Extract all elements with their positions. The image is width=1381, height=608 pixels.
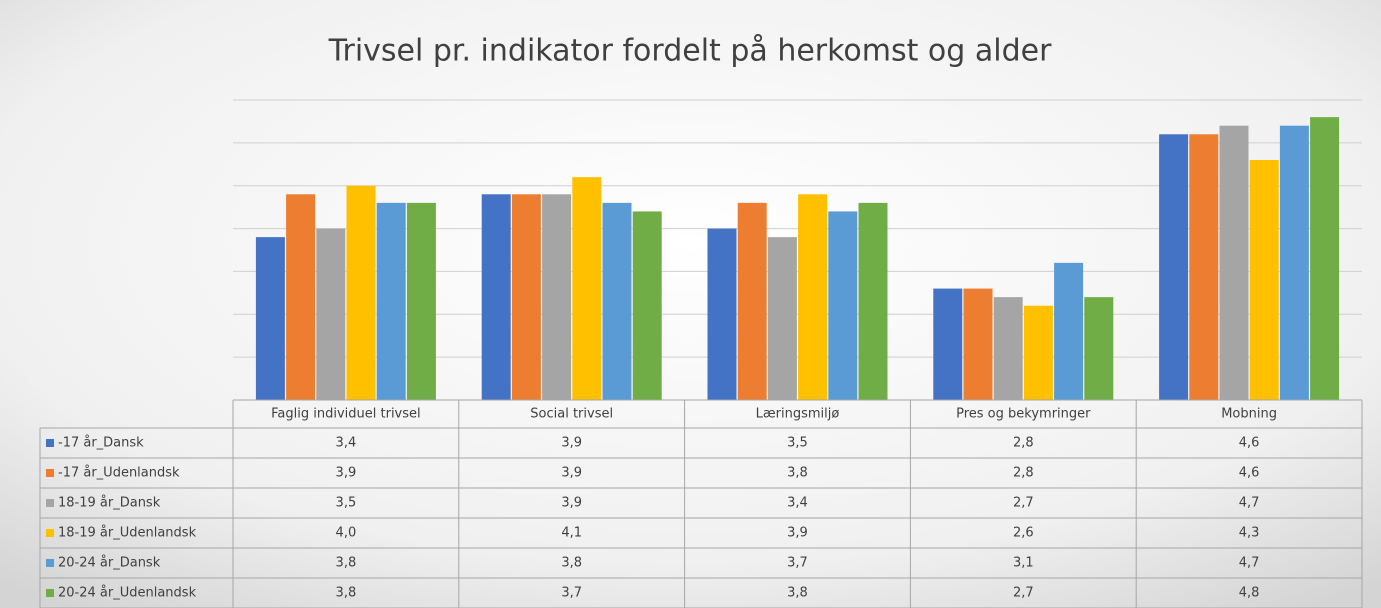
table-value: 3,8 bbox=[336, 556, 357, 571]
table-value: 4,6 bbox=[1239, 466, 1260, 481]
legend-label: 20-24 år_Udenlandsk bbox=[58, 586, 197, 601]
bar bbox=[255, 237, 285, 400]
legend-label: -17 år_Udenlandsk bbox=[58, 466, 180, 481]
bar bbox=[1054, 262, 1084, 400]
bar bbox=[1084, 297, 1114, 400]
table-value: 3,9 bbox=[561, 466, 582, 481]
bar bbox=[346, 185, 376, 400]
legend-label: 18-19 år_Udenlandsk bbox=[58, 526, 197, 541]
table-value: 2,8 bbox=[1013, 436, 1034, 451]
table-header: Læringsmiljø bbox=[756, 407, 840, 422]
table-header: Social trivsel bbox=[530, 407, 613, 422]
legend-key bbox=[46, 499, 54, 507]
bar bbox=[1159, 134, 1189, 401]
bar bbox=[572, 177, 602, 400]
bar bbox=[1023, 305, 1053, 400]
table-value: 3,9 bbox=[561, 496, 582, 511]
bar bbox=[511, 194, 541, 400]
bar bbox=[406, 202, 436, 400]
bar bbox=[481, 194, 511, 400]
bar bbox=[1279, 125, 1309, 400]
table-value: 3,7 bbox=[561, 586, 582, 601]
bar bbox=[798, 194, 828, 400]
legend-label: 20-24 år_Dansk bbox=[58, 556, 161, 571]
bar bbox=[602, 202, 632, 400]
table-value: 3,8 bbox=[787, 586, 808, 601]
bar bbox=[316, 228, 346, 400]
bar bbox=[767, 237, 797, 400]
table-value: 3,9 bbox=[561, 436, 582, 451]
bar bbox=[933, 288, 963, 400]
bar bbox=[542, 194, 572, 400]
table-value: 2,8 bbox=[1013, 466, 1034, 481]
bar bbox=[963, 288, 993, 400]
table-value: 2,7 bbox=[1013, 586, 1034, 601]
table-value: 4,1 bbox=[561, 526, 582, 541]
table-value: 3,8 bbox=[336, 586, 357, 601]
table-header: Mobning bbox=[1221, 407, 1277, 422]
table-value: 3,9 bbox=[336, 466, 357, 481]
bar bbox=[632, 211, 662, 400]
table-value: 3,4 bbox=[787, 496, 808, 511]
table-value: 4,3 bbox=[1239, 526, 1260, 541]
bar bbox=[993, 297, 1023, 400]
bar bbox=[1249, 160, 1279, 400]
bar bbox=[707, 228, 737, 400]
table-value: 4,7 bbox=[1239, 556, 1260, 571]
bar bbox=[376, 202, 406, 400]
table-value: 2,6 bbox=[1013, 526, 1034, 541]
table-value: 3,7 bbox=[787, 556, 808, 571]
legend-key bbox=[46, 529, 54, 537]
chart-title: Trivsel pr. indikator fordelt på herkoms… bbox=[328, 34, 1053, 69]
table-value: 4,8 bbox=[1239, 586, 1260, 601]
table-value: 4,6 bbox=[1239, 436, 1260, 451]
table-value: 3,1 bbox=[1013, 556, 1034, 571]
table-value: 3,4 bbox=[336, 436, 357, 451]
bar bbox=[1189, 134, 1219, 401]
legend-key bbox=[46, 559, 54, 567]
table-header: Pres og bekymringer bbox=[956, 407, 1091, 422]
bar bbox=[1310, 117, 1340, 401]
table-value: 3,9 bbox=[787, 526, 808, 541]
legend-key bbox=[46, 469, 54, 477]
bar bbox=[1219, 125, 1249, 400]
bar bbox=[737, 202, 767, 400]
bar bbox=[828, 211, 858, 400]
table-value: 3,5 bbox=[336, 496, 357, 511]
table-value: 4,7 bbox=[1239, 496, 1260, 511]
legend-label: 18-19 år_Dansk bbox=[58, 496, 161, 511]
table-value: 4,0 bbox=[336, 526, 357, 541]
legend-label: -17 år_Dansk bbox=[58, 436, 144, 451]
table-value: 3,8 bbox=[561, 556, 582, 571]
table-value: 2,7 bbox=[1013, 496, 1034, 511]
legend-key bbox=[46, 589, 54, 597]
bar bbox=[286, 194, 316, 400]
legend-key bbox=[46, 439, 54, 447]
bar bbox=[858, 202, 888, 400]
table-header: Faglig individuel trivsel bbox=[271, 407, 421, 422]
table-value: 3,5 bbox=[787, 436, 808, 451]
table-value: 3,8 bbox=[787, 466, 808, 481]
